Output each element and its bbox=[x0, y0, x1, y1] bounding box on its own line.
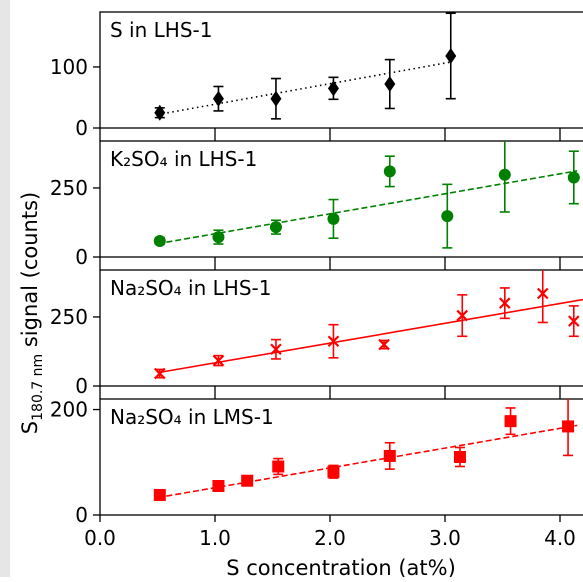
data-point bbox=[270, 220, 282, 234]
point-marker bbox=[272, 460, 284, 472]
data-point bbox=[379, 340, 389, 350]
x-tick-label: 1.0 bbox=[199, 526, 231, 550]
data-point bbox=[505, 408, 517, 434]
data-point bbox=[562, 397, 574, 455]
y-tick-label: 0 bbox=[75, 245, 88, 269]
point-marker bbox=[241, 475, 253, 487]
data-point bbox=[155, 369, 165, 379]
data-point bbox=[384, 156, 396, 186]
point-marker bbox=[454, 451, 466, 463]
data-point bbox=[270, 79, 281, 119]
data-point bbox=[384, 443, 396, 469]
x-tick-label: 2.0 bbox=[314, 526, 346, 550]
panel-1-fit-line bbox=[158, 62, 451, 115]
panel-3-fit-line bbox=[158, 300, 583, 373]
panel-label: Na₂SO₄ in LMS-1 bbox=[110, 405, 274, 429]
x-tick-label: 4.0 bbox=[544, 526, 576, 550]
data-point bbox=[272, 459, 284, 475]
y-axis-label-subscript: 180.7 nm bbox=[30, 354, 46, 421]
data-point bbox=[327, 200, 339, 239]
data-point bbox=[454, 448, 466, 467]
panel-2: 0 250 K₂SO₄ in LHS-1 bbox=[50, 135, 583, 269]
data-point bbox=[213, 356, 223, 366]
y-tick-label: 250 bbox=[50, 305, 88, 329]
x-axis-label: S concentration (at%) bbox=[226, 556, 456, 577]
point-marker bbox=[441, 210, 453, 222]
y-axis-label: S180.7 nm signal (counts) bbox=[18, 192, 46, 434]
point-marker bbox=[568, 171, 580, 183]
panel-label: K₂SO₄ in LHS-1 bbox=[110, 147, 257, 171]
point-marker bbox=[270, 221, 282, 233]
data-point bbox=[457, 295, 467, 336]
y-tick-label: 100 bbox=[50, 55, 88, 79]
point-marker bbox=[212, 480, 224, 492]
data-point bbox=[213, 86, 224, 110]
point-marker bbox=[212, 231, 224, 243]
data-point bbox=[384, 60, 395, 109]
data-point bbox=[328, 77, 339, 99]
panel-1-fit-group bbox=[158, 62, 451, 115]
panel-1: 0 100 S in LHS-1 bbox=[50, 12, 583, 140]
y-tick-label: 0 bbox=[75, 116, 88, 140]
data-point bbox=[568, 151, 580, 203]
data-point bbox=[327, 465, 339, 478]
y-tick-label: 250 bbox=[50, 176, 88, 200]
data-point bbox=[499, 137, 511, 212]
data-point bbox=[271, 340, 281, 359]
point-marker bbox=[270, 91, 281, 107]
y-tick-label: 200 bbox=[50, 398, 88, 422]
panel-4: 0 200 Na₂SO₄ in LMS-1 bbox=[50, 393, 583, 527]
data-point bbox=[241, 475, 253, 487]
point-marker bbox=[213, 91, 224, 107]
panel-3-fit-group bbox=[158, 300, 583, 373]
data-point bbox=[569, 306, 579, 336]
y-tick-label: 0 bbox=[75, 374, 88, 398]
panel-label: Na₂SO₄ in LHS-1 bbox=[110, 276, 271, 300]
point-marker bbox=[445, 48, 456, 64]
y-axis-label-prefix: S bbox=[18, 421, 42, 434]
point-marker bbox=[499, 169, 511, 181]
point-marker bbox=[154, 489, 166, 501]
left-border-strip bbox=[0, 0, 10, 577]
x-axis: 0.0 1.0 2.0 3.0 4.0 bbox=[84, 526, 576, 550]
data-point bbox=[154, 235, 166, 247]
point-marker bbox=[384, 165, 396, 177]
data-point bbox=[154, 105, 165, 121]
point-marker bbox=[505, 415, 517, 427]
point-marker bbox=[384, 76, 395, 92]
y-axis-label-suffix: signal (counts) bbox=[18, 192, 42, 354]
point-marker bbox=[384, 450, 396, 462]
point-marker bbox=[328, 80, 339, 96]
point-marker bbox=[327, 466, 339, 478]
x-tick-label: 3.0 bbox=[429, 526, 461, 550]
data-point bbox=[538, 264, 548, 322]
data-point bbox=[212, 480, 224, 492]
data-point bbox=[154, 489, 166, 501]
point-marker bbox=[562, 420, 574, 432]
y-tick-label: 0 bbox=[75, 503, 88, 527]
panel-3: 0 250 Na₂SO₄ in LHS-1 bbox=[50, 264, 583, 398]
panels-layer: 0 100 S in LHS-1 0 250 K₂SO₄ in LHS-1 0 250 Na₂S… bbox=[50, 12, 583, 527]
point-marker bbox=[154, 235, 166, 247]
data-point bbox=[445, 13, 456, 98]
x-tick-label: 0.0 bbox=[84, 526, 116, 550]
panel-label: S in LHS-1 bbox=[110, 18, 212, 42]
point-marker bbox=[327, 213, 339, 225]
